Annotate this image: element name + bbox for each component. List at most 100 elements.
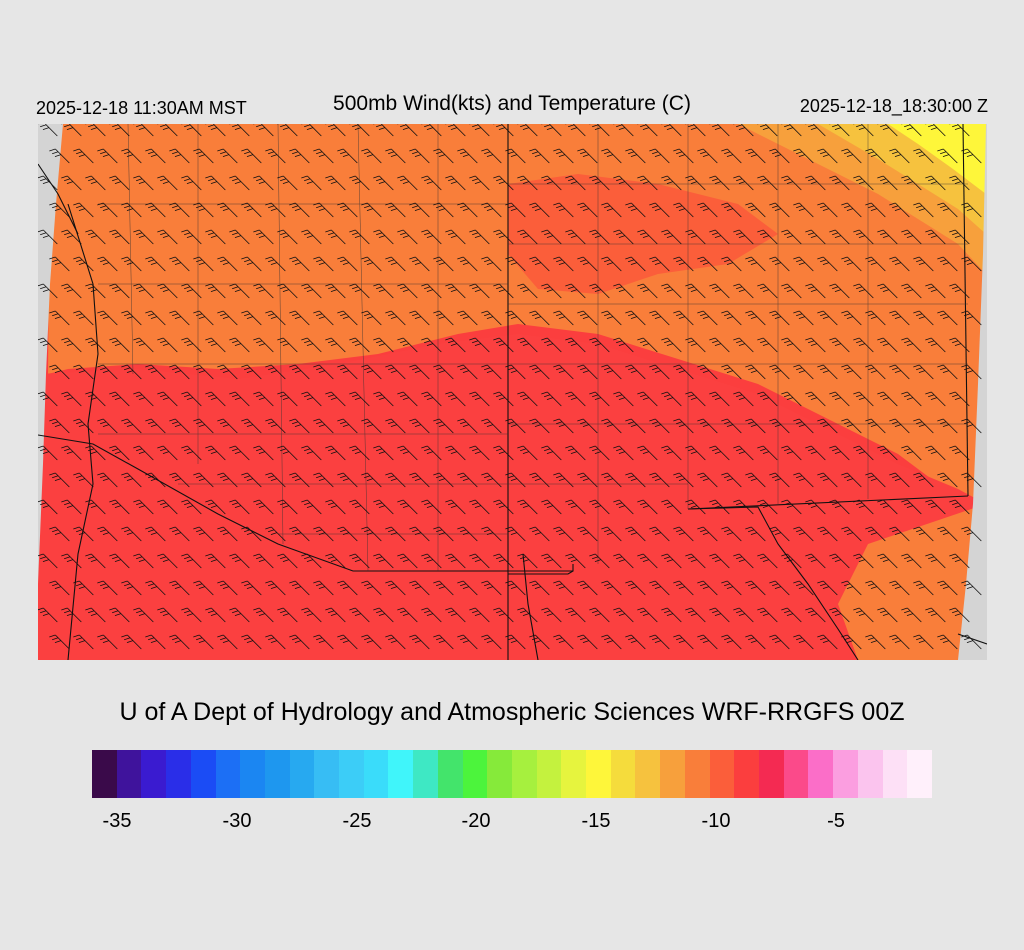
wind-barb [205,607,226,623]
wind-barb [397,553,418,569]
wind-barb [745,472,766,488]
wind-barb [205,553,226,569]
wind-barb [61,553,82,569]
wind-barb [817,526,838,542]
wind-barb [433,418,454,434]
colorbar-swatch [907,750,932,798]
wind-barb [865,364,886,380]
wind-barb [721,256,742,272]
wind-barb [877,499,898,515]
wind-barb [781,229,802,245]
wind-barb [361,202,382,218]
wind-barb [697,526,718,542]
wind-barb [769,202,790,218]
colorbar-swatch [684,750,710,798]
wind-barb [241,418,262,434]
wind-barb [193,472,214,488]
wind-barb [38,607,58,623]
wind-barb [505,472,526,488]
wind-barb [97,634,118,650]
wind-barb [73,526,94,542]
wind-barb [409,526,430,542]
wind-barb [625,148,646,164]
wind-barb [253,337,274,353]
wind-barb [85,499,106,515]
wind-barb [781,283,802,299]
wind-barb [493,499,514,515]
wind-barb [685,607,706,623]
wind-barb [625,472,646,488]
wind-barb [613,283,634,299]
wind-barb [649,472,670,488]
wind-barb [61,391,82,407]
wind-barb [577,364,598,380]
wind-barb [493,391,514,407]
wind-barb [613,391,634,407]
wind-barb [781,175,802,191]
wind-barb [109,391,130,407]
wind-barb [409,310,430,326]
wind-barb [517,337,538,353]
wind-barb [913,148,934,164]
wind-barb [913,256,934,272]
wind-barb [565,229,586,245]
wind-barb [721,364,742,380]
wind-barb [217,256,238,272]
wind-barb [853,229,874,245]
wind-barb [685,124,706,137]
wind-barb [265,634,286,650]
wind-barb [121,418,142,434]
wind-barb [481,256,502,272]
wind-barb [793,310,814,326]
wind-barb [637,553,658,569]
wind-barb [361,580,382,596]
wind-barb [109,124,130,137]
wind-barb [265,310,286,326]
wind-barb [241,148,262,164]
wind-barb [193,364,214,380]
wind-barb [457,202,478,218]
wind-barb [469,391,490,407]
wind-barb [277,337,298,353]
wind-barb [505,634,526,650]
wind-barb [157,175,178,191]
wind-barb [565,124,586,137]
wind-barb [565,337,586,353]
wind-barb [133,499,154,515]
wind-barb [757,607,778,623]
wind-barb [49,256,70,272]
wind-barb [73,310,94,326]
wind-barb [757,229,778,245]
wind-barb [38,445,58,461]
wind-barb [949,553,970,569]
wind-barb [613,499,634,515]
wind-barb [661,283,682,299]
wind-barb [661,499,682,515]
wind-barb [181,124,202,137]
wind-barb [577,148,598,164]
wind-barb [745,148,766,164]
wind-barb [889,310,910,326]
wind-barb [457,148,478,164]
wind-barb [313,634,334,650]
wind-barb [577,418,598,434]
wind-barb [925,229,946,245]
wind-barb [445,124,466,137]
wind-barb [853,553,874,569]
wind-barb [277,283,298,299]
wind-barb [649,526,670,542]
wind-barb [481,472,502,488]
colorbar-swatch [561,750,587,798]
wind-barb [661,175,682,191]
wind-barb [865,526,886,542]
wind-barb [313,202,334,218]
wind-barb [745,418,766,434]
colorbar-tick-label: -20 [461,810,491,832]
wind-barb [565,445,586,461]
wind-barb [373,229,394,245]
wind-barb [97,580,118,596]
wind-barb [169,472,190,488]
wind-barb [85,175,106,191]
wind-barb [601,202,622,218]
wind-barb [769,148,790,164]
